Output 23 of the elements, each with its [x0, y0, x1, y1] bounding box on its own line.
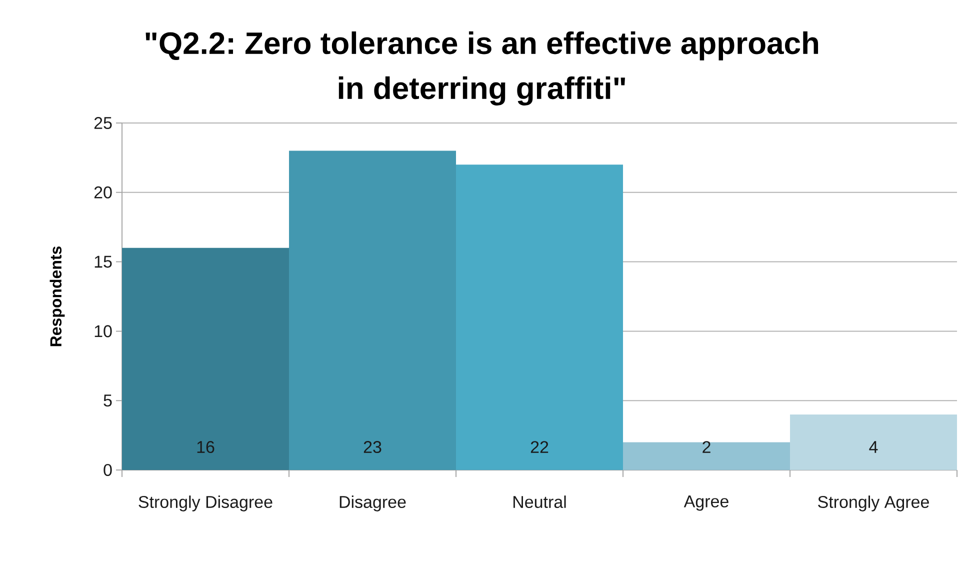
data-label: 16 [197, 440, 214, 454]
y-axis-title: Respondents [50, 246, 65, 346]
y-tick-label: 15 [94, 256, 112, 268]
x-tick-label: Disagree [340, 496, 406, 512]
bar [289, 150, 456, 470]
bar [790, 414, 958, 470]
data-label: 23 [364, 440, 382, 454]
data-label: 4 [869, 441, 878, 453]
x-tick-label: Neutral [514, 496, 566, 508]
y-tick-label: 25 [94, 116, 112, 130]
x-tick-label: Agree [684, 496, 728, 511]
y-tick-label: 0 [104, 464, 112, 476]
data-label: 2 [702, 441, 710, 453]
x-tick-label: Strongly Disagree [138, 496, 272, 512]
y-tick-label: 5 [104, 394, 112, 407]
y-tick-label: 20 [94, 186, 112, 198]
bar [122, 248, 290, 470]
chart-title: "Q2.2: Zero tolerance is an effective approach in deterring graffiti" [146, 31, 818, 106]
x-tick-label: Strongly Agree [818, 496, 929, 512]
bar [456, 164, 624, 470]
y-tick-label: 10 [94, 325, 112, 338]
bar [623, 442, 790, 470]
data-label: 22 [530, 441, 548, 453]
